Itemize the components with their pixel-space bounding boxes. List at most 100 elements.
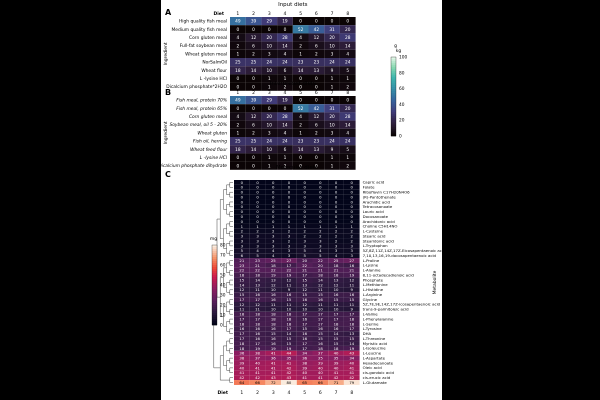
heatmap-cell [343,321,360,327]
row-label: L-Tyrosine [363,326,383,331]
cell-value: 19 [349,273,354,278]
heatmap-cell [281,375,297,381]
heatmap-cell [328,258,344,263]
heatmap-cell [343,223,360,229]
cell-value: 20 [345,106,351,112]
row-label: L-Lysine [363,263,379,268]
colorbar-tick: 80 [220,243,226,249]
heatmap-cell [234,380,250,385]
heatmap-cell [312,180,329,185]
heatmap-cell [281,180,297,185]
cell-value: 18 [287,321,292,326]
heatmap-cell [339,41,356,50]
dendrogram-branch [226,204,230,215]
heatmap-cell [230,41,246,50]
cell-value: 15 [334,297,339,302]
heatmap-cell [249,321,266,327]
cell-value: 18 [318,346,323,351]
heatmap-cell [296,350,313,356]
cell-value: 0 [272,185,275,190]
heatmap-cell [328,365,344,371]
cell-value: 0 [256,209,259,214]
cell-value: 0 [303,219,306,224]
heatmap-cell [312,243,329,249]
heatmap-cell [249,326,266,332]
heatmap-cell [328,287,344,293]
heatmap-cell [249,370,266,376]
heatmap-cell [245,25,262,34]
heatmap-cell [281,311,297,317]
diet-tick-bottom: 7 [335,390,338,396]
cell-value: 17 [255,341,260,346]
dendrogram-branch [229,191,233,198]
colorbar-segment [391,68,396,72]
cell-value: 3 [319,238,322,243]
colorbar-label: mg [210,237,217,242]
cell-value: 12 [302,287,307,292]
heatmap-cell [265,189,282,195]
heatmap-cell [230,153,246,162]
cell-value: 1 [351,224,354,229]
cell-value: 4 [284,52,287,58]
dendrogram-branch [226,301,230,313]
cell-value: 0 [288,204,291,209]
heatmap-cell [343,258,360,263]
heatmap-cell [261,25,278,34]
cell-value: 3 [351,243,354,248]
cell-value: 18 [235,68,241,74]
heatmap-cell [281,302,297,307]
heatmap-cell [234,243,250,249]
colorbar-segment [391,94,396,97]
row-label: Oleic acid [363,365,383,370]
heatmap-cell [308,120,325,129]
cell-value: 11 [334,302,339,307]
heatmap-cell [234,233,250,239]
cell-value: 16 [255,292,260,297]
cell-value: 29 [267,98,273,104]
heatmap-cell [308,25,325,34]
cell-value: 20 [267,35,273,41]
dendrogram-branch [229,338,233,344]
colorbar-segment [391,98,396,101]
cell-value: 28 [345,114,351,120]
heatmap-cell [230,104,246,113]
cell-value: 10 [271,307,276,312]
heatmap-cell [296,345,313,351]
heatmap-cell [234,355,250,361]
heatmap-cell [328,243,344,249]
colorbar-segment [391,114,396,117]
colorbar-segment [212,305,217,308]
heatmap-cell [281,209,297,215]
diet-tick-bottom: 5 [303,390,306,396]
cell-value: 21 [302,268,307,273]
diet-tick-bottom: 6 [319,390,322,396]
cell-value: 11 [287,302,292,307]
heatmap-cell [343,316,360,322]
heatmap-cell [265,297,282,302]
heatmap-cell [343,292,360,298]
dendrogram-branch [226,340,230,352]
heatmap-cell [265,350,282,356]
heatmap-cell [343,262,360,268]
heatmap-cell [292,82,309,91]
cell-value: 2 [236,43,239,49]
cell-value: 0 [284,106,287,112]
heatmap-cell [328,223,344,229]
heatmap-cell [230,161,246,170]
colorbar-segment [212,289,217,292]
cell-value: 3 [288,248,291,253]
cell-value: 0 [256,199,259,204]
cell-value: 0 [252,155,255,161]
heatmap-cell [245,66,262,75]
cell-value: 14 [282,122,288,128]
heatmap-cell [249,219,266,224]
colorbar-label: kg [396,48,402,54]
heatmap-cell [324,137,340,146]
cell-value: 0 [335,209,338,214]
heatmap-cell [343,238,360,244]
heatmap-cell [245,153,262,162]
cell-value: 3 [272,234,275,239]
heatmap-cell [245,74,262,83]
heatmap-cell [265,262,282,268]
